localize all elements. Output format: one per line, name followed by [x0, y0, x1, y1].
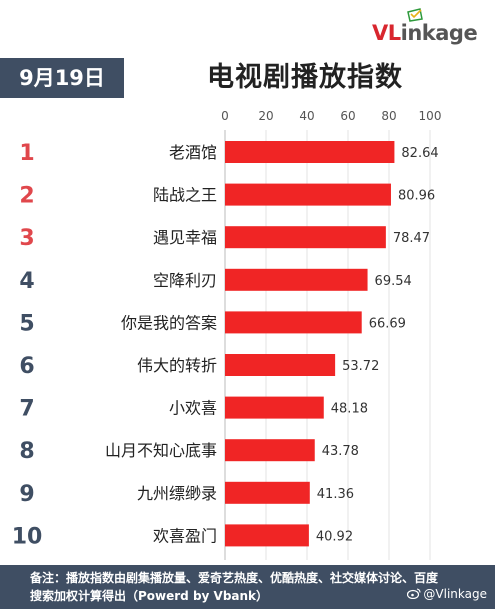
category-label: 你是我的答案 [121, 313, 217, 332]
logo-rest: inkage [400, 21, 478, 45]
value-label: 80.96 [398, 189, 435, 204]
value-label: 48.18 [331, 402, 368, 417]
rank-number: 10 [12, 524, 43, 549]
rank-number: 6 [19, 354, 34, 379]
x-tick-label: 60 [340, 109, 355, 123]
footer-note: 备注：播放指数由剧集播放量、爱奇艺热度、优酷热度、社交媒体讨论、百度搜索加权计算… [30, 571, 439, 603]
x-tick-label: 100 [419, 109, 442, 123]
rank-number: 9 [19, 482, 34, 507]
x-tick-label: 40 [299, 109, 314, 123]
bar [225, 439, 315, 462]
bar-chart: 0 20 40 60 80 100 1 老酒馆 82.64 2 陆战之王 80.96 3 遇见幸福 78.4… [12, 109, 442, 560]
value-label: 43.78 [322, 444, 359, 459]
weibo-credit: @Vlinkage [407, 587, 487, 601]
value-label: 66.69 [369, 316, 406, 331]
weibo-icon [407, 588, 421, 599]
logo-box-icon [407, 8, 423, 22]
rank-number: 1 [19, 141, 34, 166]
bar [225, 226, 386, 249]
bar [225, 354, 336, 376]
category-label: 伟大的转折 [137, 356, 217, 375]
bar [225, 524, 309, 547]
value-label: 41.36 [317, 487, 354, 502]
vlinkage-logo: VLinkage [372, 8, 490, 52]
category-label: 小欢喜 [169, 399, 217, 418]
bar [225, 141, 395, 163]
bar [225, 481, 310, 504]
date-badge: 9月19日 [0, 58, 124, 98]
rank-number: 3 [19, 226, 34, 251]
category-label: 陆战之王 [153, 186, 217, 205]
bar [225, 183, 391, 206]
rank-number: 2 [19, 184, 34, 209]
value-label: 53.72 [342, 359, 379, 374]
logo-text: VLinkage [372, 21, 478, 45]
bar [225, 268, 368, 291]
rank-number: 7 [19, 397, 34, 422]
category-label: 遇见幸福 [153, 228, 217, 247]
chart-title: 电视剧播放指数 [207, 62, 403, 93]
category-label: 山月不知心底事 [105, 441, 217, 460]
category-label: 欢喜盈门 [153, 526, 217, 545]
category-label: 空降利刃 [153, 271, 217, 290]
category-label: 老酒馆 [169, 143, 217, 162]
bar [225, 396, 324, 419]
category-label: 九州缥缈录 [137, 484, 217, 503]
value-label: 40.92 [316, 529, 353, 544]
rank-number: 5 [19, 311, 34, 336]
value-label: 69.54 [375, 274, 412, 289]
logo-v: VL [372, 21, 401, 45]
weibo-handle: @Vlinkage [423, 587, 487, 601]
bar [225, 311, 362, 334]
rank-number: 8 [19, 439, 34, 464]
footer-bar: 备注：播放指数由剧集播放量、爱奇艺热度、优酷热度、社交媒体讨论、百度搜索加权计算… [0, 565, 495, 609]
x-tick-label: 0 [221, 109, 229, 123]
value-label: 82.64 [401, 146, 438, 161]
x-tick-label: 20 [258, 109, 273, 123]
value-label: 78.47 [393, 231, 430, 246]
rank-number: 4 [19, 269, 34, 294]
x-tick-label: 80 [381, 109, 396, 123]
